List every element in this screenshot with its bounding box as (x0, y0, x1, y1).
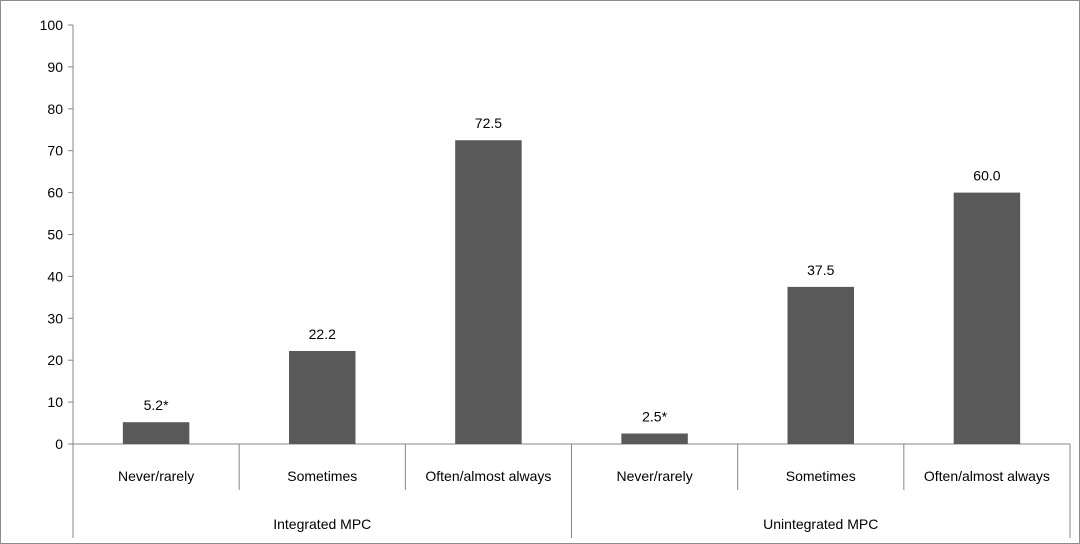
data-label: 72.5 (475, 115, 502, 131)
category-label: Often/almost always (924, 468, 1050, 484)
y-tick-label: 50 (47, 227, 63, 243)
category-label: Often/almost always (425, 468, 551, 484)
data-label: 5.2* (144, 397, 169, 413)
data-label: 37.5 (807, 262, 834, 278)
category-label: Never/rarely (616, 468, 692, 484)
data-label: 2.5* (642, 409, 667, 425)
category-label: Sometimes (287, 468, 357, 484)
y-tick-label: 30 (47, 310, 63, 326)
group-label: Integrated MPC (273, 516, 371, 532)
y-tick-label: 60 (47, 185, 63, 201)
y-tick-label: 10 (47, 394, 63, 410)
y-tick-label: 20 (47, 352, 63, 368)
y-tick-label: 0 (55, 436, 63, 452)
y-tick-label: 70 (47, 143, 63, 159)
bar (455, 140, 522, 445)
group-label: Unintegrated MPC (763, 516, 878, 532)
y-tick-label: 100 (40, 17, 64, 33)
data-label: 60.0 (973, 168, 1000, 184)
bar (289, 350, 356, 444)
bar (122, 422, 190, 444)
category-label: Never/rarely (118, 468, 194, 484)
y-tick-label: 80 (47, 101, 63, 117)
bar (621, 433, 688, 444)
bar (787, 286, 854, 445)
y-tick-label: 40 (47, 268, 63, 284)
bar (953, 192, 1021, 444)
data-label: 22.2 (309, 326, 336, 342)
y-tick-label: 90 (47, 59, 63, 75)
category-label: Sometimes (786, 468, 856, 484)
